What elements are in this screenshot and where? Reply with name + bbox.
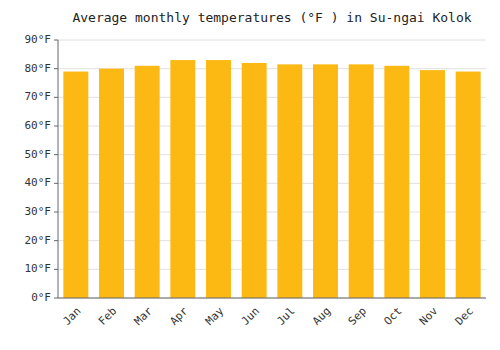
bar: [135, 66, 160, 298]
bar: [63, 72, 88, 298]
y-tick: [54, 240, 58, 241]
x-axis-line: [58, 298, 486, 299]
bar: [313, 64, 338, 298]
y-tick: [54, 126, 58, 127]
y-tick-label: 30°F: [25, 205, 52, 218]
x-tick-label: Apr: [167, 304, 191, 328]
y-tick-label: 40°F: [25, 176, 52, 189]
y-tick: [54, 298, 58, 299]
bar: [384, 66, 409, 298]
bar: [242, 63, 267, 298]
x-tick-label: Jan: [60, 305, 83, 328]
y-tick: [54, 154, 58, 155]
grid-line: [58, 40, 486, 41]
y-tick: [54, 68, 58, 69]
x-tick-label: Jun: [239, 305, 262, 328]
x-tick-label: Feb: [96, 305, 119, 328]
y-axis-line: [58, 40, 59, 298]
title: Average monthly temperatures (°F ) in Su…: [72, 10, 471, 25]
bar: [349, 64, 374, 298]
y-tick-label: 80°F: [25, 62, 52, 75]
bar: [99, 69, 124, 298]
bar: [277, 64, 302, 298]
x-tick-label: Mar: [132, 304, 156, 328]
grid-line: [58, 298, 486, 299]
y-tick-label: 20°F: [25, 234, 52, 247]
x-tick-label: Aug: [310, 305, 333, 328]
bar: [170, 60, 195, 298]
y-tick: [54, 40, 58, 41]
y-tick: [54, 269, 58, 270]
x-tick-label: Sep: [346, 305, 369, 328]
bar: [456, 72, 481, 298]
y-tick: [54, 183, 58, 184]
y-tick: [54, 97, 58, 98]
y-tick-label: 90°F: [25, 33, 52, 46]
y-tick-label: 10°F: [25, 262, 52, 275]
x-tick-label: May: [203, 304, 227, 328]
y-tick-label: 70°F: [25, 90, 52, 103]
x-tick-label: Oct: [381, 305, 404, 328]
y-axis: 0°F 10°F 20°F 30°F 40°F 50°F 60°F 70°F 80°F 90°F: [25, 33, 59, 304]
x-axis: Jan Feb Mar Apr May Jun Jul Aug Sep Oct Nov Dec: [60, 304, 476, 328]
x-tick-label: Dec: [453, 305, 476, 328]
y-tick-label: 50°F: [25, 148, 52, 161]
x-tick-label: Jul: [274, 305, 297, 328]
chart: 0°F 10°F 20°F 30°F 40°F 50°F 60°F 70°F 80°F 90°F J…: [0, 0, 500, 350]
bar: [206, 60, 231, 298]
y-tick: [54, 212, 58, 213]
y-tick-label: 60°F: [25, 119, 52, 132]
bars: [63, 60, 480, 298]
x-tick-label: Nov: [417, 304, 441, 328]
y-tick-label: 0°F: [31, 291, 51, 304]
bar: [420, 70, 445, 298]
grid: [58, 40, 486, 298]
